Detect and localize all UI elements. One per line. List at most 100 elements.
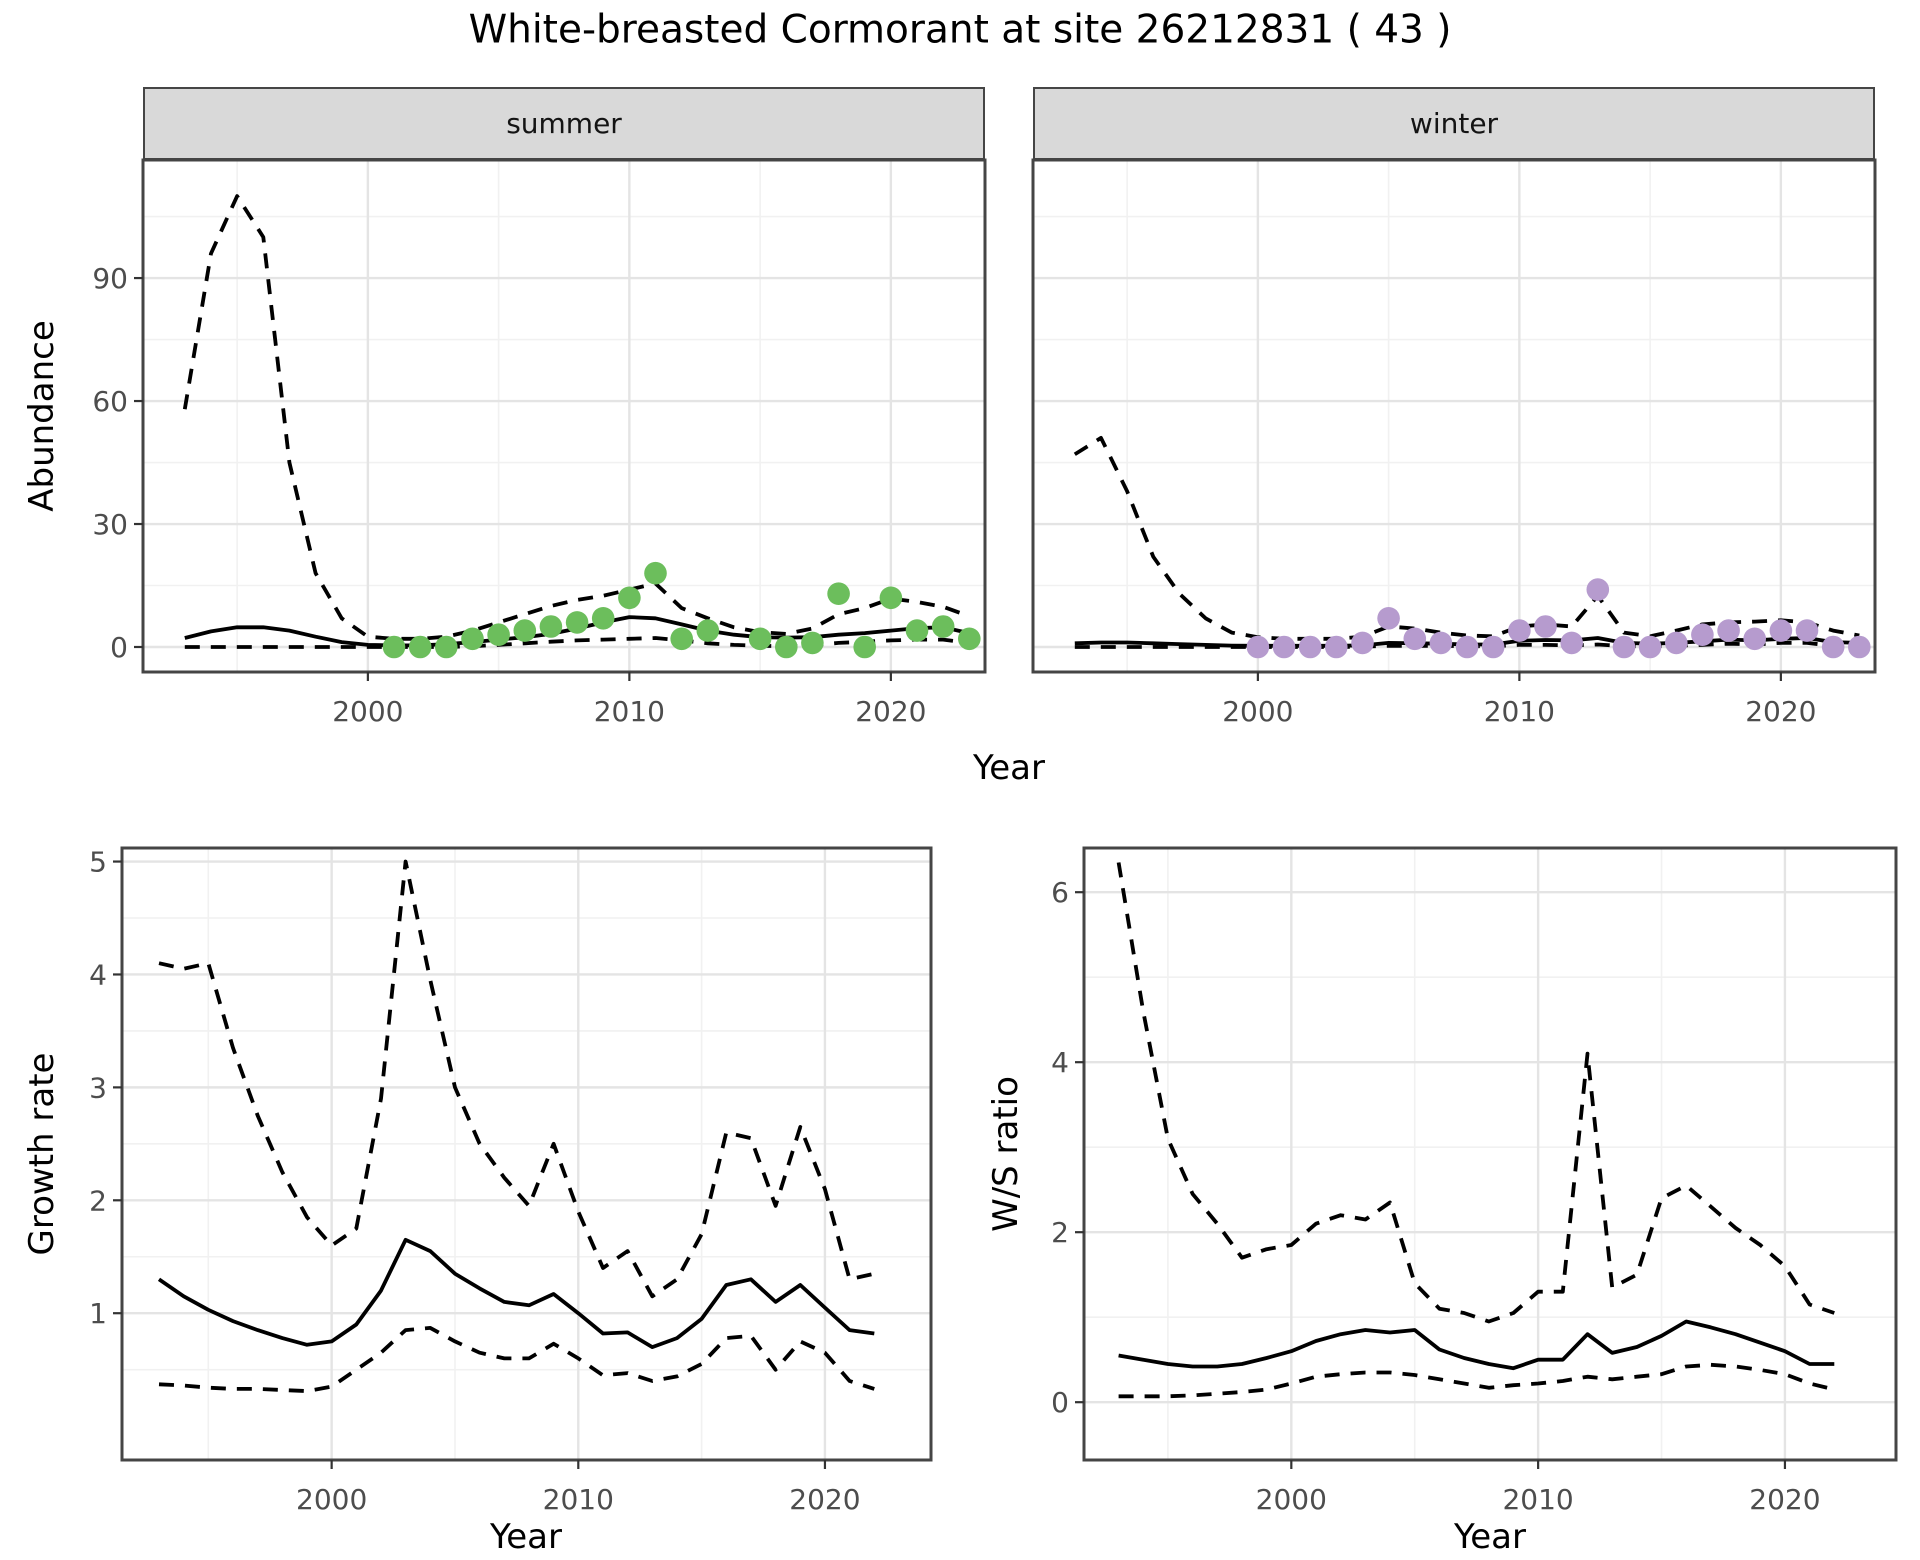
obs-point-winter (1351, 631, 1374, 655)
obs-point-winter (1821, 635, 1845, 659)
obs-point-winter (1508, 619, 1531, 642)
y-tick-label: 1 (89, 1297, 107, 1330)
obs-point-summer (408, 635, 432, 659)
obs-point-summer (487, 623, 510, 646)
obs-point-winter (1691, 623, 1714, 646)
panel-background (1033, 160, 1875, 672)
obs-point-winter (1769, 619, 1793, 642)
page-title: White-breasted Cormorant at site 2621283… (468, 7, 1452, 53)
obs-point-summer (931, 615, 955, 638)
panel-background (143, 160, 985, 672)
y-tick-label: 3 (89, 1071, 107, 1104)
series-upper_ci (1116, 862, 1835, 1324)
series-median (157, 1237, 875, 1349)
y-axis-title-growth-rate: Growth rate (22, 1052, 62, 1256)
obs-point-winter (1743, 627, 1766, 651)
obs-point-summer (801, 631, 824, 655)
obs-point-winter (1272, 635, 1296, 659)
x-tick-label: 2020 (855, 695, 926, 728)
obs-point-winter (1612, 635, 1636, 659)
x-tick-label: 2020 (1749, 1483, 1820, 1516)
obs-point-summer (539, 615, 563, 638)
obs-point-winter (1325, 635, 1348, 659)
obs-point-summer (461, 627, 484, 651)
obs-point-summer (644, 561, 667, 585)
y-tick-label: 0 (1051, 1386, 1069, 1419)
obs-point-winter (1377, 607, 1400, 630)
obs-point-summer (853, 635, 876, 659)
series-lower_ci (184, 636, 970, 649)
series-upper_ci (182, 194, 970, 641)
obs-point-winter (1795, 619, 1819, 642)
y-tick-label: 2 (1051, 1216, 1069, 1249)
obs-point-summer (565, 611, 589, 634)
obs-point-winter (1848, 635, 1871, 659)
obs-point-winter (1481, 635, 1505, 659)
panel-border (120, 846, 933, 1462)
y-tick-label: 90 (92, 262, 128, 295)
obs-point-summer (513, 619, 537, 642)
x-tick-label: 2010 (1484, 695, 1555, 728)
x-tick-label: 2000 (1256, 1483, 1327, 1516)
obs-point-summer (696, 619, 720, 642)
panel-growth_rate: 2000 2010 2020 1 2 3 4 5 (89, 846, 933, 1516)
y-tick-label: 60 (92, 385, 128, 418)
obs-point-winter (1717, 619, 1740, 642)
facet-strip-summer: summer (143, 87, 985, 160)
x-tick-label: 2010 (1502, 1483, 1573, 1516)
obs-point-summer (879, 586, 903, 610)
x-axis-title-year-top: Year (973, 748, 1045, 788)
obs-point-summer (618, 586, 641, 610)
obs-point-winter (1534, 615, 1557, 638)
panel-abundance_summer: 2000 2010 2020 0 30 60 90 (92, 158, 987, 728)
obs-point-summer (382, 635, 406, 659)
obs-point-summer (775, 635, 798, 659)
obs-point-winter (1429, 631, 1453, 655)
facet-strip-winter: winter (1033, 87, 1875, 160)
panel-background (122, 848, 931, 1460)
x-axis-title-year-growth: Year (490, 1517, 562, 1557)
panel-background (1084, 848, 1896, 1460)
obs-point-winter (1246, 635, 1270, 659)
x-tick-label: 2010 (594, 695, 665, 728)
x-tick-label: 2020 (1745, 695, 1816, 728)
y-tick-label: 30 (92, 508, 128, 541)
obs-point-summer (591, 607, 615, 630)
y-axis-title-abundance: Abundance (22, 320, 62, 512)
panel-ws_ratio: 2000 2010 2020 0 2 4 6 (1051, 846, 1898, 1516)
series-lower_ci (158, 1326, 875, 1393)
y-tick-label: 0 (110, 631, 128, 664)
panel-border (1082, 846, 1898, 1462)
obs-point-winter (1298, 635, 1322, 659)
x-axis-title-year-ws: Year (1454, 1517, 1526, 1557)
obs-point-winter (1638, 635, 1662, 659)
obs-point-winter (1455, 635, 1479, 659)
obs-point-summer (905, 619, 929, 642)
obs-point-summer (958, 627, 981, 651)
panel-border (1031, 158, 1877, 674)
x-tick-label: 2010 (543, 1483, 614, 1516)
obs-point-winter (1586, 578, 1610, 601)
series-upper_ci (158, 859, 875, 1299)
obs-point-summer (827, 582, 850, 605)
x-tick-label: 2000 (296, 1483, 367, 1516)
obs-point-winter (1560, 631, 1583, 655)
obs-point-winter (1403, 627, 1427, 651)
x-tick-label: 2020 (789, 1483, 860, 1516)
y-tick-label: 2 (89, 1184, 107, 1217)
obs-point-winter (1665, 631, 1688, 655)
obs-point-summer (435, 635, 458, 659)
x-tick-label: 2000 (332, 695, 403, 728)
y-axis-title-ws-ratio: W/S ratio (986, 1076, 1026, 1232)
facet-strip-summer-label: summer (506, 107, 622, 140)
panel-border (141, 158, 987, 674)
obs-point-summer (670, 627, 693, 651)
y-tick-label: 4 (1051, 1046, 1069, 1079)
facet-strip-winter-label: winter (1409, 107, 1499, 140)
series-median (1118, 1319, 1835, 1371)
x-tick-label: 2000 (1222, 695, 1293, 728)
panel-abundance_winter: 2000 2010 2020 (1031, 158, 1877, 728)
y-tick-label: 4 (89, 958, 107, 991)
